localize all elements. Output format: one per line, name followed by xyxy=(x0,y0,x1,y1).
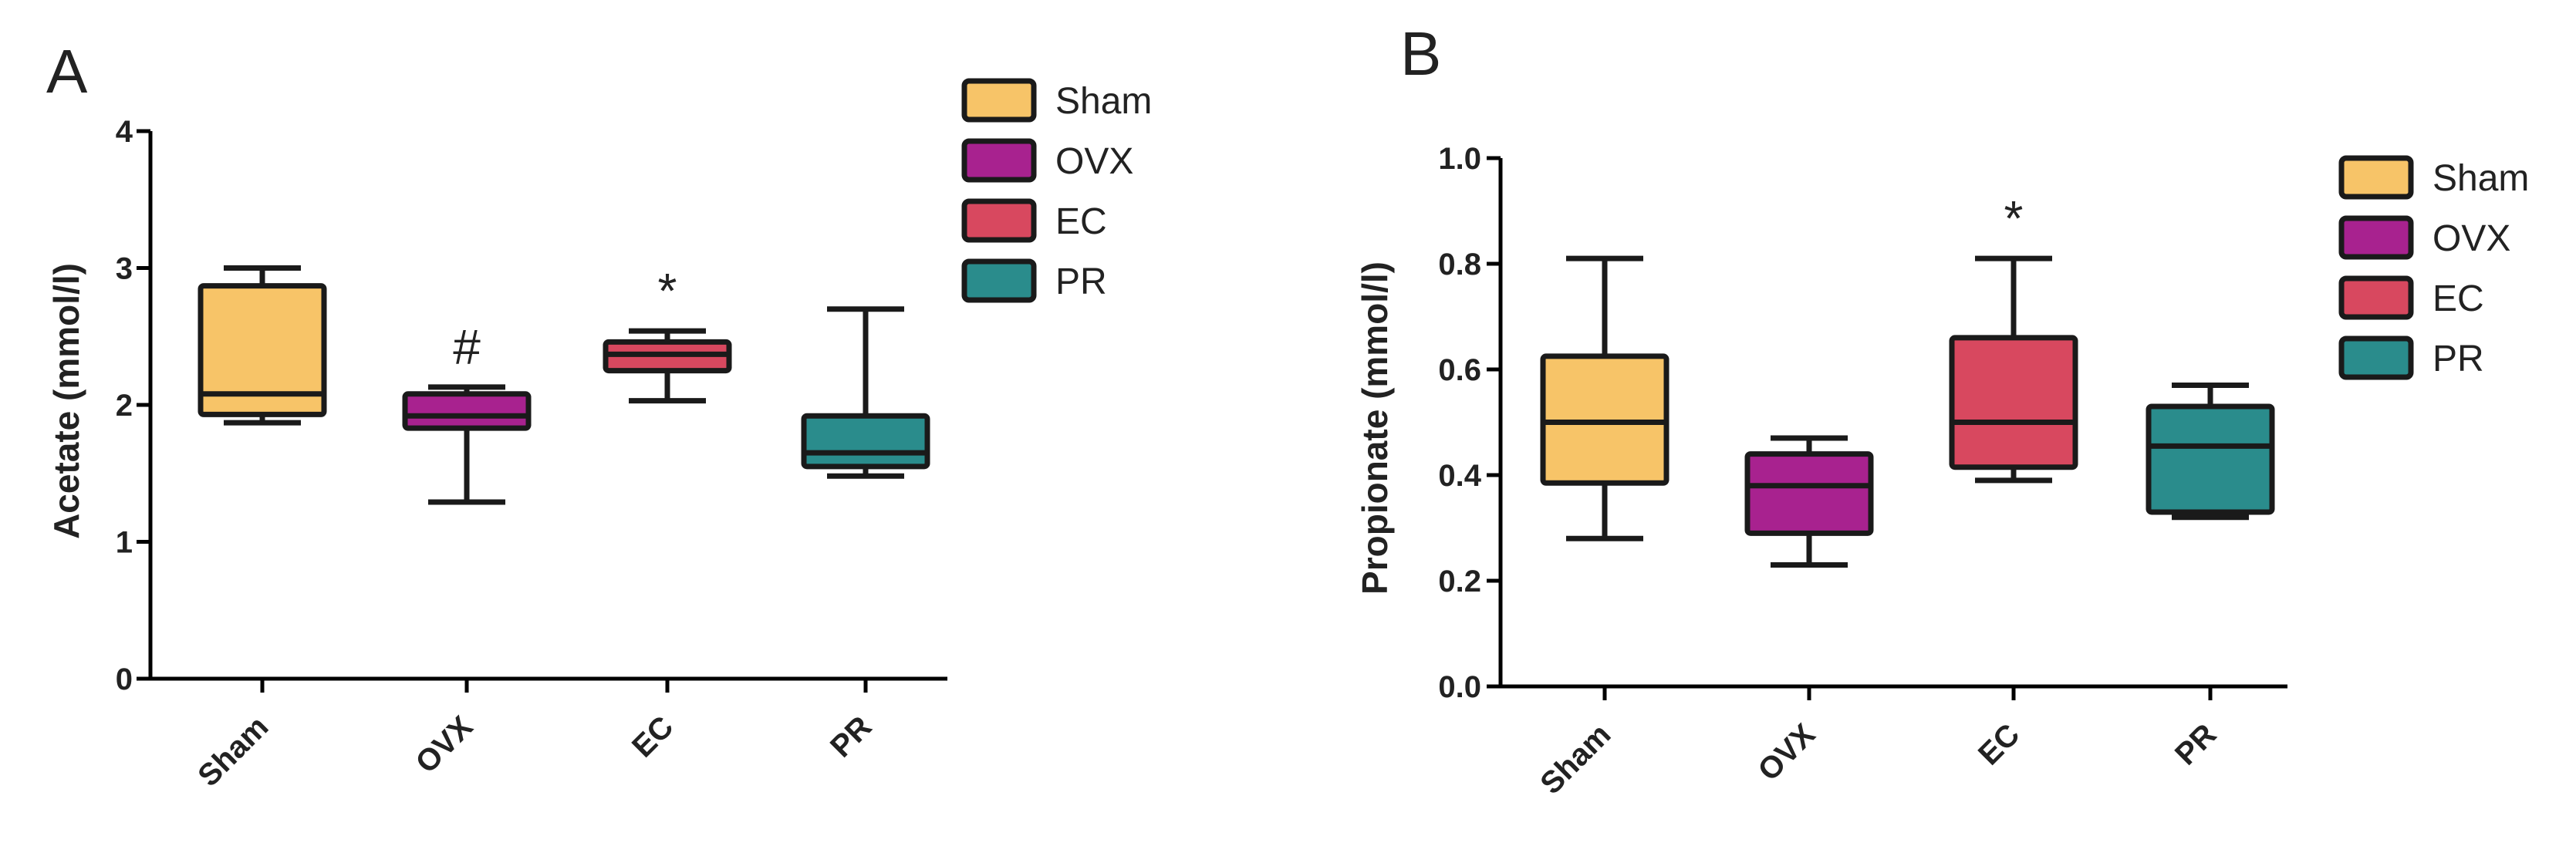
panel-a-legend-swatch-ec xyxy=(961,198,1037,243)
panel-a-y-tick-label: 0 xyxy=(116,663,133,696)
panel-b-ovx-box xyxy=(1744,451,1874,536)
panel-a-legend-swatch-ovx xyxy=(961,138,1037,183)
panel-a-category-label: OVX xyxy=(410,710,480,780)
panel-b-pr-box xyxy=(2146,403,2275,515)
panel-a-category-label: EC xyxy=(626,710,680,764)
panel-b-legend-label-ec: EC xyxy=(2433,278,2484,319)
panel-a-legend-label-pr: PR xyxy=(1055,261,1107,302)
panel-b-y-tick-label: 0.6 xyxy=(1438,353,1481,387)
panel-a-legend-label-ec: EC xyxy=(1055,201,1107,242)
panel-b-legend-swatch-ec xyxy=(2338,275,2414,320)
panel-b-legend-label-pr: PR xyxy=(2433,339,2484,379)
panel-b-y-tick-label: 0.8 xyxy=(1438,248,1481,282)
panel-b-y-tick-label: 0.0 xyxy=(1438,670,1481,704)
panel-b-y-axis-label: Propionate (mmol/l) xyxy=(1355,261,1395,595)
panel-a-y-tick-label: 3 xyxy=(116,252,133,286)
panel-b-legend-swatch-ovx xyxy=(2338,215,2414,260)
panel-a-category-label: PR xyxy=(824,710,878,764)
panel-b-legend-swatch-pr xyxy=(2338,335,2414,380)
panel-b-letter: B xyxy=(1400,19,1441,88)
panel-a-pr-box xyxy=(801,413,930,470)
panel-b: B Propionate (mmol/l) 0.0 0.2 0.4 0.6 0.8 1.0… xyxy=(1355,19,2529,801)
panel-b-category-label: PR xyxy=(2169,717,2223,771)
panel-b-category-label: EC xyxy=(1972,717,2026,771)
panel-a-sham-box xyxy=(198,283,327,417)
panel-a-y-tick-label: 2 xyxy=(116,389,133,423)
panel-b-category-label: Sham xyxy=(1534,717,1617,801)
panel-a-y-tick-label: 4 xyxy=(116,115,133,149)
panel-b-legend-label-ovx: OVX xyxy=(2433,218,2510,259)
panel-b-y-tick-label: 0.4 xyxy=(1438,459,1481,493)
panel-a-y-tick-label: 1 xyxy=(116,526,133,560)
panel-a-letter: A xyxy=(46,37,88,106)
panel-b-legend-swatch-sham xyxy=(2338,155,2414,200)
panel-b-ec-significance-marker: * xyxy=(2004,190,2024,246)
panel-a-ovx-significance-marker: # xyxy=(453,319,481,375)
panel-a: A Acetate (mmol/l) 0 1 2 3 4 Sham # OVX * EC PR Sha… xyxy=(46,37,1152,793)
panel-a-ovx-box xyxy=(402,391,532,431)
panel-a-legend-label-ovx: OVX xyxy=(1055,141,1133,182)
panel-b-y-tick-label: 1.0 xyxy=(1438,142,1481,176)
panel-b-ec-box xyxy=(1949,335,2078,470)
panel-b-legend-label-sham: Sham xyxy=(2433,158,2529,199)
panel-b-y-tick-label: 0.2 xyxy=(1438,565,1481,598)
panel-a-category-label: Sham xyxy=(191,710,275,793)
panel-a-legend-swatch-pr xyxy=(961,258,1037,303)
panel-a-legend-swatch-sham xyxy=(961,78,1037,123)
panel-b-category-label: OVX xyxy=(1752,717,1822,787)
panel-a-legend-label-sham: Sham xyxy=(1055,81,1152,122)
panel-a-y-axis-label: Acetate (mmol/l) xyxy=(46,263,86,539)
panel-a-ec-significance-marker: * xyxy=(658,263,677,319)
